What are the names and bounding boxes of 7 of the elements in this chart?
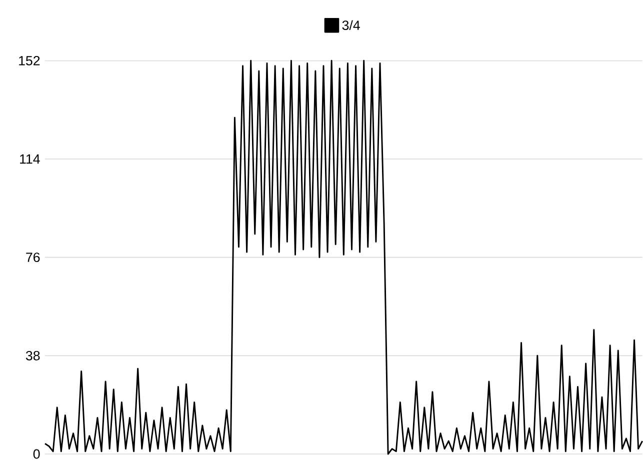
y-tick-label: 38 <box>26 350 40 360</box>
line-series <box>44 60 643 455</box>
legend-label: 3/4 <box>342 20 360 30</box>
y-tick-label: 114 <box>20 154 40 164</box>
y-tick-label: 0 <box>33 449 40 459</box>
y-tick-label: 152 <box>19 56 40 66</box>
y-tick-label: 76 <box>26 252 40 262</box>
